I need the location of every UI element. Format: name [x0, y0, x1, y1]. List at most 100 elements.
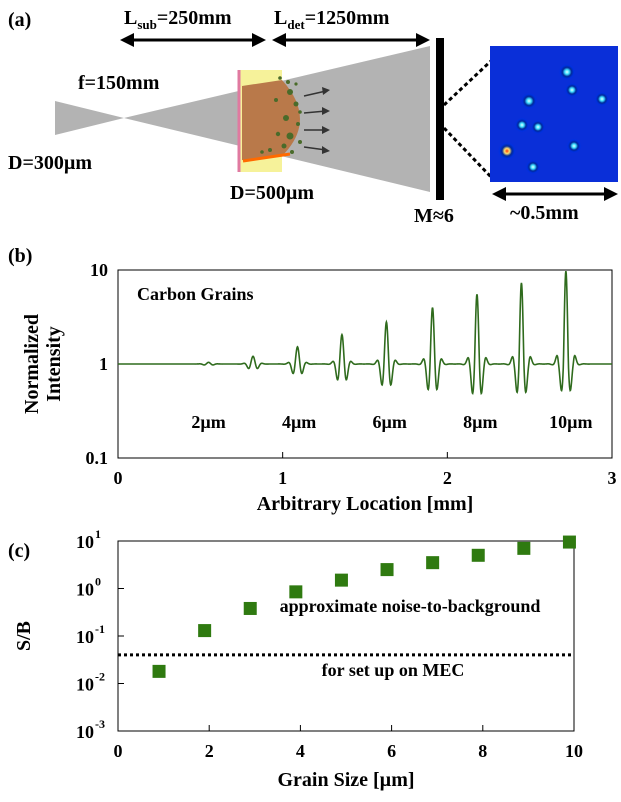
- carbon-grain: [290, 150, 294, 154]
- carbon-grain: [281, 143, 287, 149]
- c-ytick-label: 10: [76, 675, 94, 695]
- panel-b-label: (b): [8, 245, 32, 267]
- magnification-label: M≈6: [414, 205, 454, 227]
- panel-c-threshold-label-1: approximate noise-to-background: [280, 596, 541, 616]
- c-ytick-label: 10: [76, 627, 94, 647]
- c-xtick-label: 6: [387, 741, 396, 761]
- carbon-grain: [298, 140, 302, 144]
- b-grain-label: 2µm: [191, 412, 225, 432]
- carbon-grain: [287, 89, 293, 95]
- plasma-rim: [242, 152, 291, 163]
- b-xtick-label: 1: [278, 468, 287, 488]
- detector-image-spots: [497, 63, 610, 175]
- panel-b-xlabel: Arbitrary Location [mm]: [257, 493, 474, 515]
- c-ytick-exponent: 1: [95, 527, 101, 541]
- b-xtick-label: 0: [114, 468, 123, 488]
- lsub-arrowhead-right: [252, 33, 266, 47]
- c-xtick-label: 4: [296, 741, 305, 761]
- carbon-grain: [294, 82, 298, 86]
- panel-b-ylabel: Normalized Intensity: [21, 314, 65, 414]
- panel-b-intensity-curve: [118, 270, 612, 396]
- panel-c-plot-area: [117, 540, 575, 732]
- carbon-grains: [260, 76, 302, 154]
- lsub-arrowhead-left: [120, 33, 134, 47]
- c-xtick-label: 0: [114, 741, 123, 761]
- ldet-arrowhead-left: [272, 33, 286, 47]
- panel-b-grain-labels: 2µm 4µm 6µm 8µm 10µm: [191, 412, 592, 432]
- c-data-point: [471, 548, 485, 562]
- carbon-grain: [298, 110, 302, 114]
- panel-b-annotation: Carbon Grains: [137, 284, 254, 304]
- lsub-dimension: Lsub=250mm: [120, 7, 266, 47]
- b-grain-label: 6µm: [373, 412, 407, 432]
- carbon-grain: [260, 150, 264, 154]
- c-ytick-exponent: -3: [95, 717, 105, 731]
- c-data-point: [243, 601, 257, 615]
- panel-b-ylabel-line2: Intensity: [43, 326, 65, 402]
- c-ytick-label: 10: [76, 580, 94, 600]
- panel-c-label: (c): [8, 540, 30, 562]
- b-xtick-label: 2: [443, 468, 452, 488]
- carbon-grain: [293, 101, 299, 107]
- c-data-point: [380, 563, 394, 577]
- c-data-point: [198, 624, 212, 638]
- b-grain-label: 10µm: [549, 412, 592, 432]
- plasma-plume: [242, 80, 300, 160]
- detector-plate: [436, 38, 444, 200]
- carbon-grain: [268, 148, 272, 152]
- panel-c-data-points: [152, 535, 576, 678]
- carbon-grain: [286, 132, 294, 140]
- c-data-point: [289, 585, 303, 599]
- c-data-point: [517, 541, 531, 555]
- panel-b: (b) 0 1 2 3 0.1 1 10 Carbon Grains 2µm 4µm 6µm 8µ…: [8, 245, 617, 515]
- source-diameter-label: D=300µm: [8, 152, 92, 174]
- beam-source-cone: [55, 101, 124, 135]
- ldet-dimension: Ldet=1250mm: [272, 7, 430, 47]
- focal-length-label: f=150mm: [78, 72, 160, 94]
- detector-image-inset: [490, 46, 618, 182]
- c-data-point: [334, 573, 348, 587]
- b-ytick-label: 1: [99, 354, 108, 374]
- carbon-grain: [274, 98, 278, 102]
- b-ytick-label: 10: [90, 260, 108, 280]
- zoom-line-bottom: [442, 126, 494, 180]
- target-diameter-label: D=500µm: [230, 182, 314, 204]
- zoom-line-top: [442, 58, 494, 107]
- c-data-point: [562, 535, 576, 549]
- b-grain-label: 8µm: [463, 412, 497, 432]
- carbon-grain: [296, 122, 300, 126]
- c-xtick-label: 10: [565, 741, 583, 761]
- b-ytick-label: 0.1: [86, 448, 109, 468]
- panel-b-ylabel-line1: Normalized: [21, 314, 43, 414]
- c-ytick-label: 10: [76, 722, 94, 742]
- carbon-grain: [275, 131, 281, 137]
- expansion-arrows: [303, 87, 330, 154]
- c-xtick-label: 2: [205, 741, 214, 761]
- b-grain-label: 4µm: [282, 412, 316, 432]
- carbon-grain: [283, 115, 289, 121]
- panel-a-label: (a): [8, 9, 31, 31]
- c-data-point: [426, 556, 440, 570]
- panel-c-threshold-label-2: for set up on MEC: [322, 660, 465, 680]
- c-data-point: [152, 664, 166, 678]
- ldet-arrowhead-right: [416, 33, 430, 47]
- panel-a: (a) Lsub=250mm Ldet=1250mm: [8, 7, 618, 227]
- c-ytick-exponent: 0: [95, 575, 101, 589]
- c-ytick-exponent: -2: [95, 670, 105, 684]
- c-ytick-exponent: -1: [95, 622, 105, 636]
- fov-dimension: ~0.5mm: [492, 187, 618, 224]
- panel-b-tick-labels: 0 1 2 3 0.1 1 10: [86, 260, 617, 488]
- panel-c-xlabel: Grain Size [µm]: [277, 769, 414, 791]
- carbon-grain: [286, 80, 290, 84]
- panel-c-ticks: [117, 540, 575, 732]
- c-ytick-label: 10: [76, 532, 94, 552]
- fov-label: ~0.5mm: [510, 202, 579, 224]
- carbon-grain: [278, 76, 282, 80]
- ldet-label: Ldet=1250mm: [274, 7, 390, 32]
- panel-c-ylabel: S/B: [13, 621, 35, 651]
- b-xtick-label: 3: [608, 468, 617, 488]
- lsub-label: Lsub=250mm: [124, 7, 232, 32]
